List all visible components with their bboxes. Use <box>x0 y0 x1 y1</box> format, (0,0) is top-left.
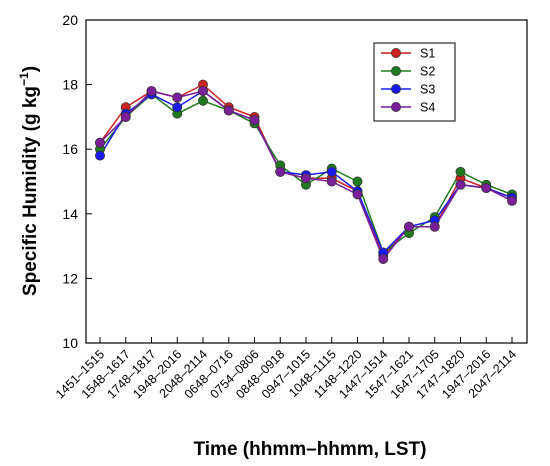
legend-label-s3: S3 <box>420 83 435 97</box>
data-point-s3 <box>326 166 337 177</box>
data-point-s4 <box>146 86 157 97</box>
legend-marker-s2 <box>391 66 401 76</box>
data-point-s4 <box>378 254 389 264</box>
y-axis: 10 12 14 16 18 20 <box>62 12 92 351</box>
series-layer <box>95 79 517 264</box>
data-point-s2 <box>455 166 466 177</box>
y-tick-label: 14 <box>62 206 78 222</box>
x-axis: 1451–15151548–16171748–18171948–20162048… <box>53 337 519 401</box>
legend-box <box>373 42 456 122</box>
y-tick-label: 20 <box>62 12 78 28</box>
data-point-s4 <box>223 105 234 116</box>
legend-marker-s1 <box>391 48 401 58</box>
data-point-s4 <box>301 173 311 184</box>
legend-label-s1: S1 <box>420 47 435 61</box>
legend-label-s4: S4 <box>420 101 435 115</box>
legend: S1 S2 S3 S4 <box>373 42 456 122</box>
legend-marker-s4 <box>391 102 401 112</box>
legend-label-s2: S2 <box>420 65 435 79</box>
y-tick-label: 10 <box>62 335 78 351</box>
data-point-s4 <box>429 221 440 232</box>
data-point-s2 <box>352 176 363 187</box>
data-point-s4 <box>120 111 131 122</box>
data-point-s2 <box>198 95 208 106</box>
y-tick-label: 18 <box>62 77 78 93</box>
data-point-s4 <box>95 137 105 148</box>
data-point-s4 <box>172 92 183 103</box>
x-axis-title: Time (hhmm–hhmm, LST) <box>194 439 427 460</box>
data-point-s4 <box>507 195 517 206</box>
data-point-s4 <box>404 221 414 232</box>
data-point-s4 <box>481 183 492 193</box>
y-axis-title: Specific Humidity (g kg−1) <box>17 66 41 296</box>
y-tick-label: 16 <box>62 141 78 157</box>
data-point-s3 <box>95 150 105 161</box>
data-point-s4 <box>275 166 286 177</box>
y-tick-label: 12 <box>62 270 78 286</box>
legend-marker-s3 <box>391 84 401 94</box>
data-point-s4 <box>249 115 260 126</box>
data-point-s4 <box>455 179 466 190</box>
data-point-s4 <box>352 189 363 200</box>
data-point-s3 <box>172 102 183 113</box>
data-point-s4 <box>326 176 337 187</box>
data-point-s4 <box>198 86 208 97</box>
